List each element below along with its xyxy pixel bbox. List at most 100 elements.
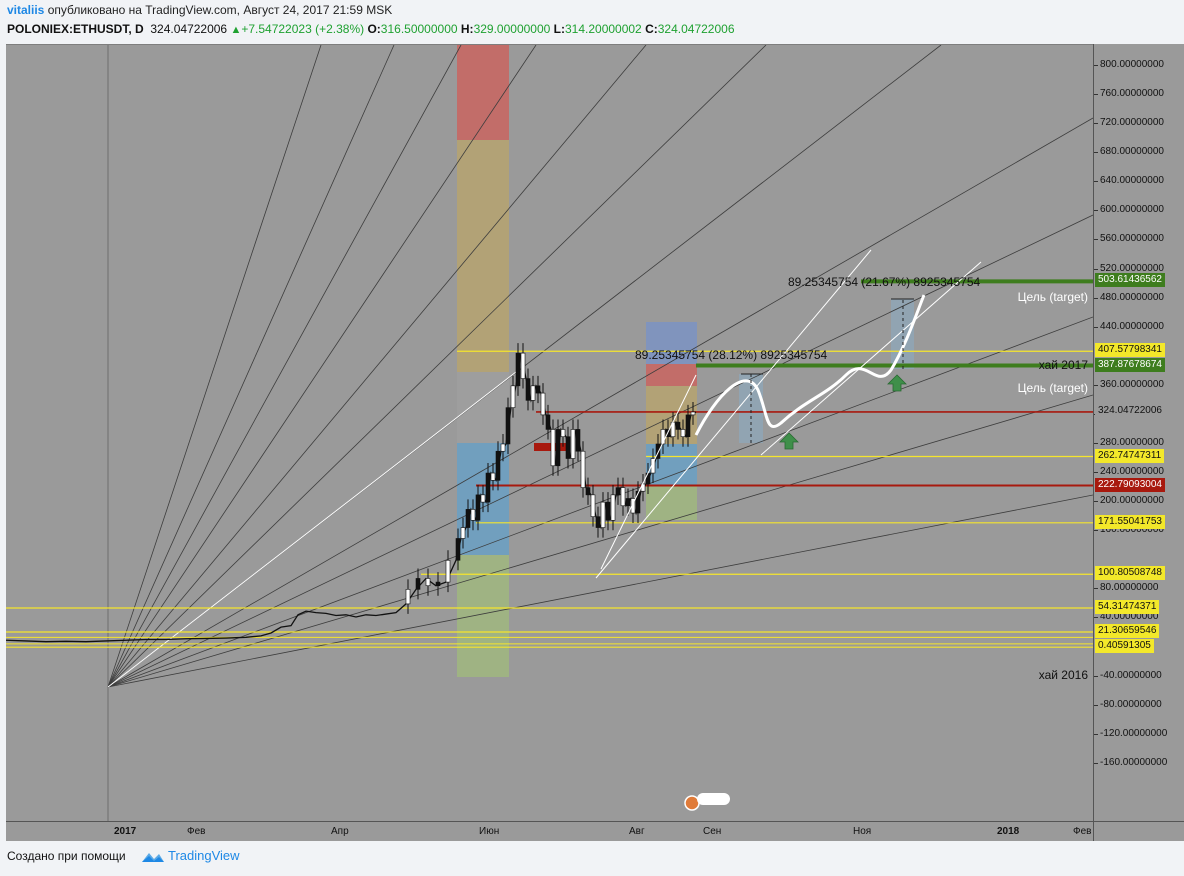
fib-zone: [457, 372, 509, 443]
tradingview-logo-icon: [142, 853, 164, 862]
price-level-label: 0.40591305: [1095, 639, 1154, 654]
chart-pane[interactable]: 89.25345754 (28.12%) 8925345754 89.253457…: [6, 44, 1093, 822]
fan-line: [107, 45, 647, 688]
price-tick-mark: [1094, 617, 1098, 619]
price-tick: -120.00000000: [1100, 727, 1168, 739]
price-tick-mark: [1094, 297, 1098, 299]
price-tick: 480.00000000: [1100, 291, 1164, 303]
candle-body: [675, 421, 681, 430]
price-level-label: 171.55041753: [1095, 514, 1165, 529]
low-value: 314.20000002: [564, 22, 642, 36]
ohlc-line: POLONIEX:ETHUSDT, D 324.04722006 ▲+7.547…: [7, 22, 735, 36]
channel-line: [760, 261, 982, 456]
price-tick: -160.00000000: [1100, 756, 1168, 768]
price-tick-mark: [1094, 675, 1098, 677]
fan-line: [107, 45, 322, 688]
candle-body: [525, 378, 531, 401]
price-level-label: 21.30659546: [1095, 624, 1160, 638]
up-arrow-icon: [887, 374, 907, 392]
fib-zone: [457, 45, 509, 140]
candle-body: [655, 443, 661, 459]
channel-line: [600, 374, 697, 570]
price-tick-mark: [1094, 181, 1098, 183]
price-tick: 520.00000000: [1100, 262, 1164, 274]
fib-zone-small: [646, 364, 697, 386]
chart-canvas[interactable]: 89.25345754 (28.12%) 8925345754 89.253457…: [6, 45, 1093, 822]
fan-line: [107, 45, 462, 688]
fib-zone-small: [646, 322, 697, 364]
candle-body: [595, 516, 601, 528]
fib-zone: [457, 140, 509, 372]
price-tick: 360.00000000: [1100, 378, 1164, 390]
time-tick: Фев: [187, 826, 206, 837]
close-label: C:: [645, 22, 658, 36]
time-tick: Ноя: [853, 826, 872, 837]
price-level-label: 324.04722006: [1095, 403, 1165, 418]
price-tick-mark: [1094, 239, 1098, 241]
fan-line: [107, 45, 767, 688]
candle-body: [490, 472, 496, 481]
fan-line: [107, 316, 1093, 688]
candle-body: [425, 578, 431, 587]
candle-body: [615, 487, 621, 496]
candle-body: [465, 509, 471, 528]
open-value: 316.50000000: [380, 22, 458, 36]
candle-body: [565, 436, 571, 459]
close-value: 324.04722006: [657, 22, 735, 36]
candle-body: [550, 429, 556, 467]
candle-body: [555, 429, 561, 467]
candle-body: [445, 559, 451, 583]
price-tick: 680.00000000: [1100, 146, 1164, 158]
axis-corner: [1093, 821, 1184, 842]
footer: Создано при помощи TradingView: [0, 841, 1184, 876]
price-tick: 160.00000000: [1100, 524, 1164, 536]
candle-body: [540, 392, 546, 416]
price-tick-mark: [1094, 94, 1098, 96]
horizontal-levels: [6, 279, 1093, 648]
event-badge: [697, 793, 730, 805]
tradingview-link[interactable]: TradingView: [168, 848, 240, 863]
chart-header: vitaliis опубликовано на TradingView.com…: [0, 0, 1184, 44]
price-tick: 440.00000000: [1100, 320, 1164, 332]
candle-body: [530, 385, 536, 401]
forecast-path: [694, 294, 926, 436]
high-value: 329.00000000: [473, 22, 551, 36]
candle-body: [575, 429, 581, 452]
price-tick: 800.00000000: [1100, 59, 1164, 70]
candle-body: [475, 494, 481, 521]
candle-body: [435, 581, 441, 587]
time-tick: Апр: [331, 826, 349, 837]
high-label: H:: [460, 22, 474, 36]
candle-body: [610, 494, 616, 521]
price-level-label: 407.57798341: [1095, 343, 1165, 358]
price-tick-mark: [1094, 268, 1098, 270]
candle-body: [625, 498, 631, 507]
price-tick-mark: [1094, 442, 1098, 444]
published-text: опубликовано на TradingView.com, Август …: [47, 3, 393, 17]
open-label: O:: [367, 22, 381, 36]
symbol-label[interactable]: POLONIEX:ETHUSDT, D: [7, 22, 144, 36]
price-axis[interactable]: 800.00000000 760.00000000 720.00000000 680.…: [1093, 44, 1184, 821]
candle-body: [405, 589, 411, 605]
time-tick: 2018: [997, 826, 1020, 837]
price-tick-mark: [1094, 704, 1098, 706]
publication-line: vitaliis опубликовано на TradingView.com…: [7, 3, 392, 17]
event-flag-icon: [684, 795, 700, 811]
fib-zone-small: [646, 486, 697, 520]
fib-zone: [457, 555, 509, 677]
candle-body: [510, 385, 516, 408]
price-tick-mark: [1094, 733, 1098, 735]
price-tick-mark: [1094, 65, 1098, 66]
price-tick: 760.00000000: [1100, 88, 1164, 100]
price-tick: 640.00000000: [1100, 175, 1164, 187]
price-tick: 80.00000000: [1100, 582, 1159, 594]
time-axis[interactable]: 2017 Фев Апр Июн Авг Сен Ноя 2018 Фев: [6, 821, 1093, 842]
price-level-label: 100.80508748: [1095, 566, 1165, 581]
measure-label: 89.25345754 (21.67%) 8925345754: [788, 275, 980, 289]
price-tick: 240.00000000: [1100, 466, 1164, 478]
up-arrow-icon: ▲: [230, 24, 242, 36]
author-link[interactable]: vitaliis: [7, 3, 45, 17]
high-2016-label: хай 2016: [1039, 668, 1089, 682]
price-tick: 40.00000000: [1100, 611, 1159, 623]
price-tick: 280.00000000: [1100, 436, 1164, 448]
